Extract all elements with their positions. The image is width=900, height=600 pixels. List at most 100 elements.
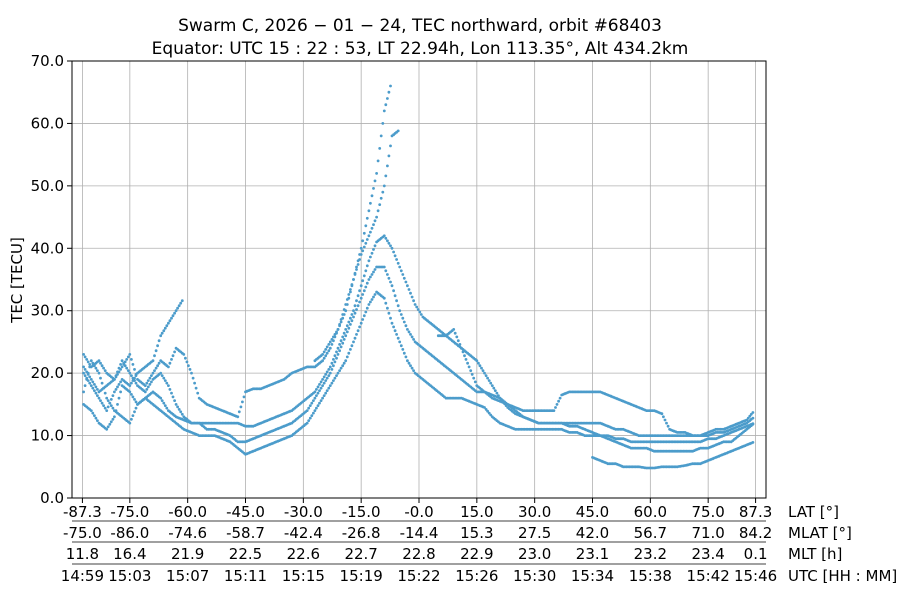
tec-point [407,361,411,365]
tec-point [171,395,175,399]
tec-point [415,305,419,309]
tec-point [392,250,395,254]
tec-point [180,412,184,416]
tec-point [381,190,385,194]
x-tick-label: 15:34 [571,567,614,585]
tec-point [143,384,147,387]
tec-point [313,396,317,400]
tec-point [373,293,377,296]
tec-point [342,313,346,316]
tec-point [93,389,96,392]
tec-point [404,355,408,359]
tec-point [339,339,343,343]
tec-point [369,201,372,205]
tec-point [369,255,372,259]
tec-point [338,343,341,346]
tec-point [185,360,189,364]
tec-point [333,360,337,364]
tec-point [316,385,320,389]
tec-point [96,369,99,372]
tec-point [364,269,368,273]
tec-point [344,328,348,331]
tec-point [94,385,98,389]
tec-point [358,325,361,329]
tec-point [196,391,200,395]
tec-point [389,244,392,248]
tec-point [342,361,346,365]
tec-point [350,313,354,316]
tec-point [663,418,667,422]
y-tick-label: 40.0 [31,239,64,257]
tec-point [410,295,414,299]
tec-point [182,353,186,356]
tec-point [472,376,476,380]
tec-point [382,109,386,113]
tec-point [370,298,374,301]
tec-point [365,281,369,285]
x-tick-label: -0.0 [404,503,433,521]
tec-point [111,417,115,421]
tec-point [99,376,102,380]
tec-point [332,358,335,361]
tec-point [558,396,562,400]
tec-point [745,418,749,422]
tec-point [379,196,383,200]
tec-point [349,290,352,294]
x-tick-label: 22.8 [402,545,435,563]
tec-point [171,354,175,358]
tec-point [307,419,311,422]
tec-point [307,406,311,410]
y-tick-label: 0.0 [40,489,64,507]
x-tick-label: 71.0 [691,524,724,542]
tec-point [327,343,331,346]
tec-point [665,421,668,425]
tec-point [159,396,163,400]
tec-point [393,254,397,258]
tec-point [399,344,403,348]
x-tick-label: 15:30 [513,567,556,585]
tec-point [173,311,177,315]
tec-point [86,373,90,376]
x-tick-label: 21.9 [171,545,204,563]
tec-point [333,354,337,358]
tec-point [236,415,240,419]
tec-point [355,333,358,336]
tec-point [321,384,324,387]
tec-point [409,333,412,336]
tec-point [362,245,366,249]
tec-point [382,265,386,269]
tec-point [384,103,388,107]
tec-point [171,314,175,318]
tec-point [399,269,403,273]
tec-point [751,441,755,444]
tec-point [378,203,382,207]
tec-point [133,376,136,380]
tec-point [157,339,161,343]
tec-point [91,380,95,384]
tec-point [179,410,183,414]
tec-point [86,379,90,382]
tec-point [358,300,361,304]
tec-point [82,390,85,394]
tec-point [409,364,412,368]
tec-point [373,268,377,271]
tec-point [105,409,109,412]
tec-point [145,381,149,385]
tec-point [484,374,488,377]
tec-point [335,350,338,354]
tec-point [328,340,332,344]
tec-point [458,343,462,346]
tec-point [339,366,343,370]
tec-point [401,273,405,276]
tec-point [170,316,173,320]
tec-point [187,364,190,368]
tec-point [330,338,334,341]
tec-point [361,318,365,321]
tec-point [376,209,380,213]
tec-point [352,278,355,281]
tec-point [167,365,170,369]
tec-point [355,265,358,269]
tec-point [396,129,400,133]
tec-point [170,358,173,361]
tec-point [662,415,665,419]
